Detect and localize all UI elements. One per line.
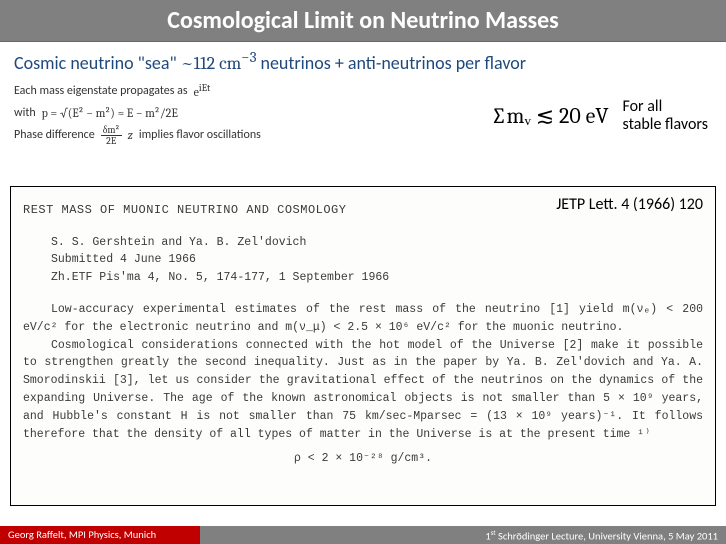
subhead-density: ~112 cm−3 (181, 53, 261, 74)
summass-formula: ∑mᵥ ≲ 20 eV (491, 103, 609, 129)
physics-fraction: δm² 2E (101, 125, 122, 146)
footer-right-post: Schrödinger Lecture, University Vienna, … (496, 530, 718, 543)
slide: Cosmological Limit on Neutrino Masses Co… (0, 0, 726, 544)
subhead: Cosmic neutrino "sea" ~112 cm−3 neutrino… (0, 42, 726, 78)
subhead-exp: −3 (241, 48, 256, 66)
physics-line3-post: implies flavor oscillations (139, 126, 261, 145)
slide-title: Cosmological Limit on Neutrino Masses (167, 6, 559, 35)
footer: Georg Raffelt, MPI Physics, Munich 1st S… (0, 526, 726, 544)
subhead-suffix: neutrinos + anti-neutrinos per flavor (261, 52, 527, 74)
summass-box: ∑mᵥ ≲ 20 eV For all stable flavors (491, 98, 708, 135)
physics-line3-z: z (128, 126, 133, 145)
paper-authors-l1: S. S. Gershtein and Ya. B. Zel'dovich (51, 234, 703, 252)
summass-note: For all stable flavors (622, 98, 708, 135)
paper-excerpt: JETP Lett. 4 (1966) 120 REST MASS OF MUO… (10, 186, 716, 506)
title-bar: Cosmological Limit on Neutrino Masses (0, 0, 726, 42)
paper-authors: S. S. Gershtein and Ya. B. Zel'dovich Su… (23, 234, 703, 287)
paper-body-3: ρ < 2 × 10⁻²⁸ g/cm³. (23, 450, 703, 468)
paper-body-1: Low-accuracy experimental estimates of t… (23, 301, 703, 337)
paper-authors-l2: Submitted 4 June 1966 (51, 251, 703, 269)
paper-ref: JETP Lett. 4 (1966) 120 (556, 193, 703, 218)
physics-line2-pre: with (14, 104, 36, 123)
exp-sup: iEt (199, 82, 210, 94)
paper-authors-l3: Zh.ETF Pis'ma 4, No. 5, 174-177, 1 Septe… (51, 269, 703, 287)
paper-body-2: Cosmological considerations connected wi… (23, 337, 703, 444)
summass-note-l2: stable flavors (622, 115, 708, 134)
subhead-approx: ~112 cm (181, 53, 242, 74)
subhead-prefix: Cosmic neutrino "sea" (14, 52, 177, 74)
physics-line2-eq: p = √(E² − m²) ≈ E − m²/2E (42, 104, 178, 123)
physics-line3-pre: Phase difference (14, 126, 95, 145)
physics-line1-exp: eiEt (194, 80, 211, 102)
frac-den: 2E (104, 136, 118, 146)
summass-note-l1: For all (622, 97, 662, 116)
paper-body: Low-accuracy experimental estimates of t… (23, 301, 703, 467)
physics-line1-pre: Each mass eigenstate propagates as (14, 82, 188, 101)
footer-right: 1st Schrödinger Lecture, University Vien… (200, 526, 726, 544)
footer-left: Georg Raffelt, MPI Physics, Munich (0, 526, 200, 544)
